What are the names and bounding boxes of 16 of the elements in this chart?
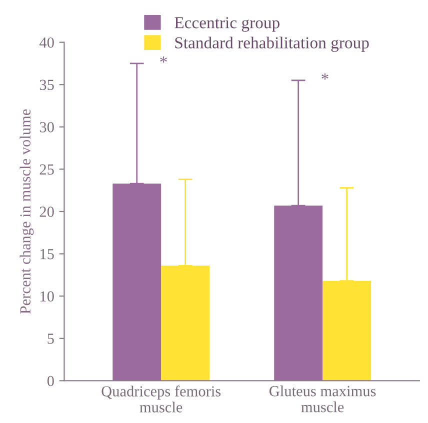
x-tick-label: Quadriceps femoris muscle	[102, 386, 221, 412]
y-tick-label: 0	[47, 376, 54, 386]
y-tick-label: 25	[40, 164, 54, 175]
legend-label: Standard rehabilitation group	[175, 36, 369, 52]
y-tick-label: 20	[40, 206, 54, 217]
annotation: *	[160, 56, 167, 63]
y-tick-label: 35	[40, 80, 54, 90]
y-tick-label: 10	[40, 291, 54, 302]
y-tick-label: 15	[40, 249, 54, 260]
y-axis-title: Percent change in muscle volume	[20, 109, 34, 314]
y-tick-label: 40	[40, 37, 54, 48]
legend-label: Eccentric group	[174, 17, 280, 32]
y-tick-label: 30	[40, 122, 54, 132]
annotation: *	[322, 73, 328, 80]
y-tick-label: 5	[48, 334, 54, 344]
x-tick-label: Gluteus maximus muscle	[270, 386, 376, 412]
